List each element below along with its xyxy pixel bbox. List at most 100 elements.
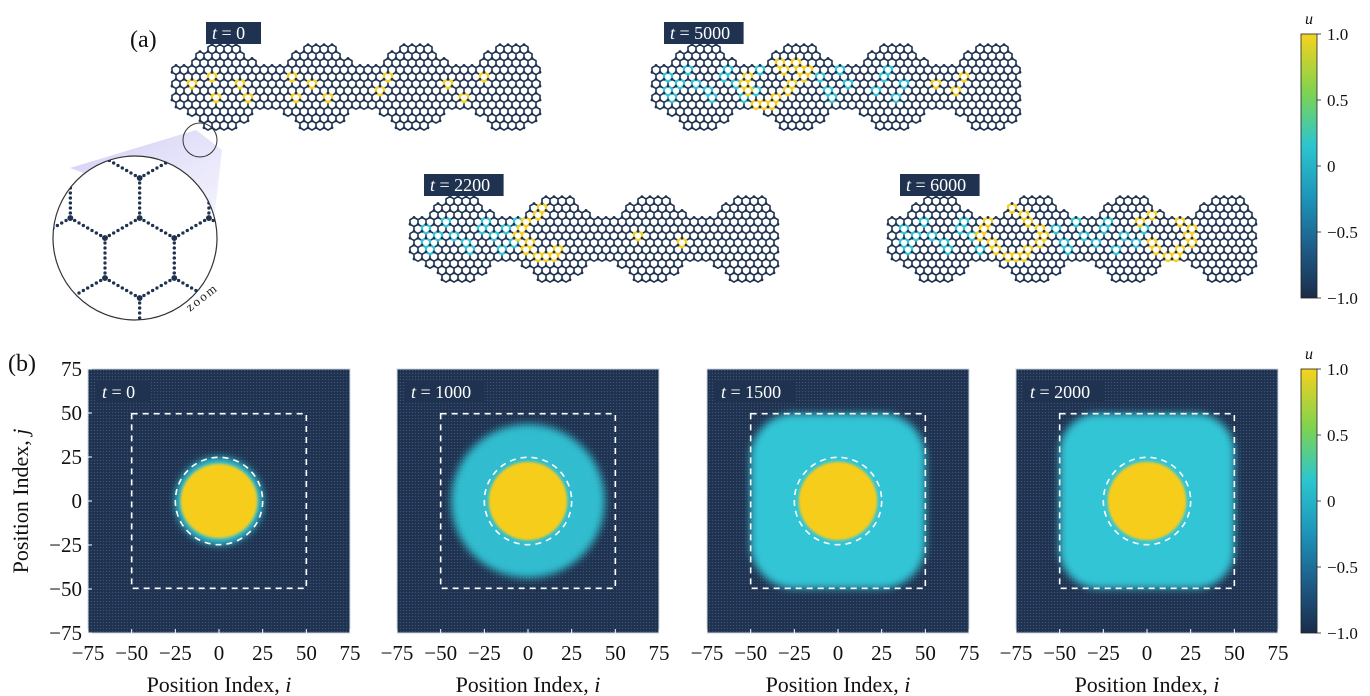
zoom-node xyxy=(0,311,3,314)
zoom-junction xyxy=(275,295,281,301)
x-tick-label: 75 xyxy=(649,641,670,665)
zoom-node xyxy=(103,266,107,270)
zoom-node xyxy=(194,104,197,107)
zoom-node xyxy=(246,159,249,162)
zoom-node xyxy=(268,221,271,224)
zoom-node xyxy=(8,101,11,104)
zoom-node xyxy=(164,231,168,235)
zoom-node xyxy=(4,99,7,102)
zoom-node xyxy=(125,168,129,173)
zoom-node xyxy=(8,291,11,294)
zoom-node xyxy=(242,146,245,149)
zoom-node xyxy=(8,101,11,104)
zoom-junction xyxy=(171,115,177,121)
zoom-node xyxy=(4,219,7,222)
lattice-bonds xyxy=(409,195,779,283)
zoom-node xyxy=(242,131,245,134)
heatmap-subplot: t = 1500 −75 −50 −25 0 25 50 75 Position Index, … xyxy=(691,368,980,696)
zoom-node xyxy=(311,256,314,259)
zoom-node xyxy=(43,161,46,164)
panel-b-label: (b) xyxy=(8,351,36,377)
colorbar-tick-label: 1.0 xyxy=(1327,25,1348,44)
zoom-node xyxy=(121,46,124,49)
zoom-node xyxy=(34,146,37,149)
zoom-node xyxy=(172,261,176,265)
zoom-node xyxy=(164,111,167,114)
zoom-node xyxy=(0,196,3,199)
zoom-node xyxy=(103,271,107,275)
zoom-junction xyxy=(102,235,108,241)
zoom-node xyxy=(173,121,176,124)
zoom-node xyxy=(277,331,280,334)
zoom-node xyxy=(47,284,50,287)
zoom-node xyxy=(185,283,189,288)
x-tick-label: 0 xyxy=(523,641,534,665)
zoom-node xyxy=(38,159,41,162)
zoom-junction xyxy=(33,235,39,241)
zoom-node xyxy=(138,91,141,94)
zoom-junction xyxy=(171,35,177,41)
zoom-node xyxy=(242,246,245,249)
zoom-node xyxy=(207,81,210,84)
zoom-node xyxy=(47,349,50,352)
zoom-node xyxy=(69,86,72,89)
zoom-node xyxy=(90,349,93,352)
zoom-node xyxy=(86,346,89,349)
zoom-junction xyxy=(0,55,4,61)
zoom-node xyxy=(246,354,249,357)
zoom-node xyxy=(181,281,185,285)
zoom-node xyxy=(142,173,146,178)
zoom-node xyxy=(73,218,77,223)
zoom-source-circle xyxy=(182,122,218,158)
zoom-node xyxy=(242,241,245,244)
zoom-node xyxy=(30,39,33,42)
zoom-node xyxy=(38,354,41,357)
zoom-node xyxy=(25,281,28,284)
heatmap-subplot: t = 0 −75 −50 −25 0 25 50 75 Position Index, i 75… xyxy=(8,357,361,696)
zoom-node xyxy=(30,159,33,162)
zoom-node xyxy=(155,166,159,170)
zoom-node xyxy=(38,279,41,282)
zoom-node xyxy=(86,106,89,109)
zoom-junction xyxy=(0,175,4,181)
zoom-node xyxy=(112,41,115,44)
zoom-node xyxy=(116,163,120,168)
zoom-node xyxy=(311,136,314,139)
zoom-node xyxy=(303,281,306,284)
zoom-node xyxy=(138,66,141,69)
zoom-junction xyxy=(102,115,108,121)
colorbar-b: u 1.0 0.5 0 −0.5 −1.0 xyxy=(1300,346,1358,643)
zoom-node xyxy=(259,166,262,169)
zoom-node xyxy=(21,229,24,232)
zoom-junction xyxy=(171,355,177,361)
zoom-junction xyxy=(241,275,247,281)
zoom-node xyxy=(34,261,37,264)
zoom-node xyxy=(211,218,215,223)
zoom-node xyxy=(307,234,310,237)
zoom-node xyxy=(53,286,55,290)
zoom-node xyxy=(21,164,24,167)
zoom-junction xyxy=(241,275,247,281)
lattice-sites xyxy=(886,195,1258,282)
zoom-node xyxy=(129,291,133,295)
lattice-nodes xyxy=(408,195,780,282)
zoom-node xyxy=(259,286,262,289)
zoom-node xyxy=(177,39,180,42)
zoom-node xyxy=(68,191,72,195)
zoom-node xyxy=(103,141,106,144)
zoom-node xyxy=(294,166,297,169)
zoom-node xyxy=(17,106,20,109)
zoom-node xyxy=(272,174,275,177)
zoom-node xyxy=(0,66,3,69)
zoom-node xyxy=(99,278,103,283)
zoom-junction xyxy=(241,235,247,241)
zoom-node xyxy=(0,321,3,324)
zoom-junction xyxy=(0,295,4,301)
zoom-node xyxy=(207,326,210,329)
zoom-node xyxy=(60,171,64,175)
zoom-node xyxy=(155,226,159,230)
zoom-node xyxy=(134,54,137,57)
zoom-node xyxy=(138,316,142,320)
x-axis-label: Position Index, i xyxy=(766,672,911,696)
zoom-node xyxy=(259,346,262,349)
